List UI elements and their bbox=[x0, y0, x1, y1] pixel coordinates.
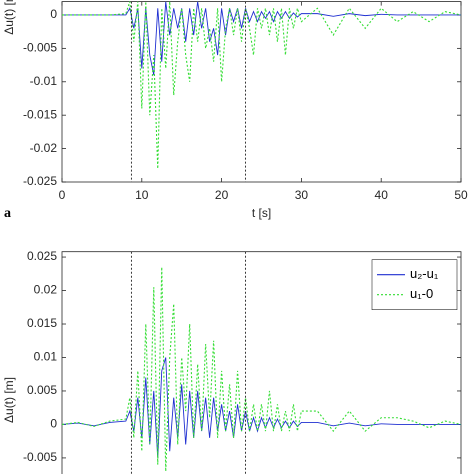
clipped-data bbox=[62, 251, 461, 474]
y-axis-label: Δu(t) [m] bbox=[2, 377, 16, 423]
y-tick-label: -0.01 bbox=[30, 74, 58, 88]
x-tick-label: 30 bbox=[295, 188, 309, 202]
legend-box bbox=[371, 259, 458, 311]
y-tick-label: -0.02 bbox=[30, 141, 58, 155]
panel-label: a bbox=[4, 206, 11, 221]
x-tick-label: 40 bbox=[375, 188, 389, 202]
axes-frame bbox=[61, 1, 462, 183]
y-tick-label: 0.02 bbox=[34, 283, 58, 297]
x-tick-label: 20 bbox=[215, 188, 229, 202]
y-tick-label: 0.01 bbox=[34, 350, 58, 364]
legend-label: u₁-0 bbox=[410, 286, 433, 301]
legend-label: u₂-u₁ bbox=[410, 266, 439, 281]
y-tick-label: -0.025 bbox=[23, 174, 57, 188]
y-tick-label: -0.015 bbox=[23, 107, 57, 121]
y-tick-label: 0 bbox=[50, 7, 57, 21]
clipped-data bbox=[62, 1, 461, 182]
x-tick-label: 0 bbox=[59, 188, 66, 202]
x-axis-label: t [s] bbox=[252, 206, 271, 220]
series-line bbox=[62, 1, 461, 76]
y-tick-label: 0.015 bbox=[27, 316, 57, 330]
x-tick-label: 50 bbox=[454, 188, 468, 202]
y-tick-label: 0 bbox=[50, 417, 57, 431]
y-tick-label: 0.025 bbox=[27, 249, 57, 263]
series-line bbox=[62, 267, 461, 472]
y-tick-label: 0.005 bbox=[27, 383, 57, 397]
plot-area: -0.025 -0.02 -0.015 -0.01 -0.005 0 0 10 20 30 40 50… bbox=[2, 0, 468, 221]
legend: u₂-u₁ u₁-0 bbox=[371, 259, 458, 311]
x-tick-label: 10 bbox=[135, 188, 149, 202]
series-line bbox=[62, 1, 461, 169]
y-tick-label: -0.005 bbox=[23, 41, 57, 55]
y-axis-label: Δu(t) [m] bbox=[2, 0, 16, 35]
y-tick-label: -0.005 bbox=[23, 450, 57, 464]
plot-area: -0.005 0 0.005 0.01 0.015 0.02 0.025 Δu(t) [m] u… bbox=[2, 249, 462, 474]
